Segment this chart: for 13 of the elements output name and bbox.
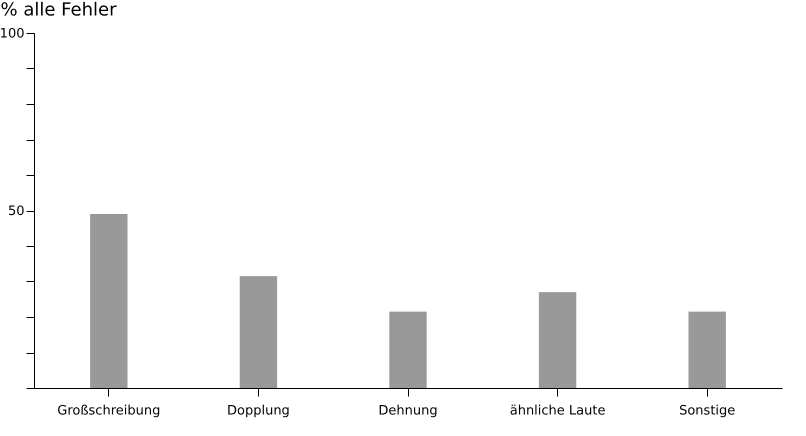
x-tick-label: ähnliche Laute: [510, 404, 606, 418]
bar: [240, 276, 278, 388]
y-axis-title: % alle Fehler: [0, 0, 118, 20]
x-tick-label: Dehnung: [378, 404, 438, 418]
bar: [688, 312, 726, 388]
y-tick-label: 100: [0, 26, 24, 42]
bar: [538, 292, 576, 388]
x-tick-label: Sonstige: [679, 404, 736, 418]
y-tick-label: 50: [8, 204, 24, 219]
x-tick-label: Großschreibung: [57, 404, 160, 418]
bar: [90, 214, 128, 388]
bar: [389, 312, 427, 388]
x-tick-label: Dopplung: [226, 404, 290, 418]
